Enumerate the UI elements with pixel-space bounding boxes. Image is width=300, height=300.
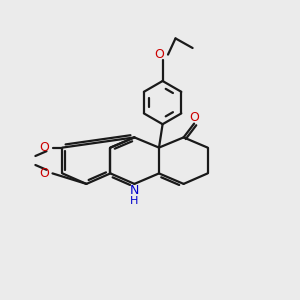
Text: O: O <box>154 48 164 61</box>
Text: N: N <box>130 184 139 197</box>
Text: O: O <box>40 141 49 154</box>
Text: O: O <box>40 167 49 180</box>
Text: O: O <box>189 111 199 124</box>
Text: H: H <box>130 196 139 206</box>
